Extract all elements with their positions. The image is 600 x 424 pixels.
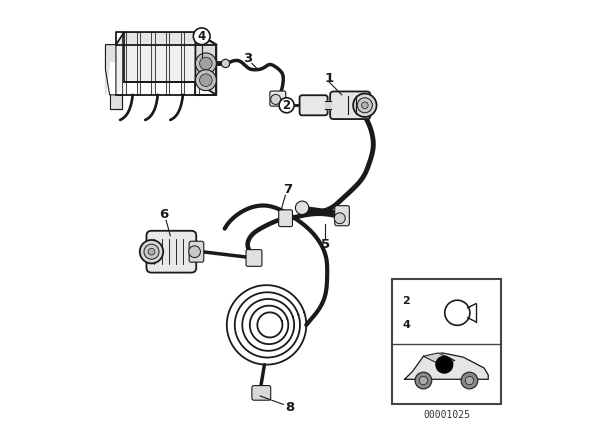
FancyBboxPatch shape [299, 95, 328, 115]
Polygon shape [166, 32, 169, 95]
Circle shape [361, 102, 368, 109]
Polygon shape [151, 32, 155, 95]
Circle shape [196, 70, 217, 91]
Circle shape [419, 377, 428, 385]
Circle shape [436, 356, 452, 373]
Polygon shape [196, 32, 199, 95]
Circle shape [279, 98, 294, 113]
Text: 8: 8 [285, 401, 294, 414]
Text: 3: 3 [243, 52, 253, 65]
FancyBboxPatch shape [270, 91, 286, 106]
Circle shape [144, 244, 159, 259]
Polygon shape [137, 32, 140, 95]
Circle shape [200, 57, 212, 70]
FancyBboxPatch shape [330, 92, 370, 119]
Polygon shape [122, 32, 125, 95]
Polygon shape [110, 95, 122, 109]
Circle shape [189, 246, 200, 257]
Bar [392, 279, 501, 404]
Polygon shape [116, 32, 217, 45]
Circle shape [221, 59, 230, 67]
Circle shape [415, 372, 432, 389]
Text: 2: 2 [403, 296, 410, 307]
Text: 4: 4 [197, 30, 206, 43]
FancyBboxPatch shape [252, 385, 271, 400]
Polygon shape [106, 45, 116, 95]
Text: 2: 2 [283, 99, 290, 112]
Circle shape [140, 240, 163, 263]
Circle shape [200, 74, 212, 86]
Polygon shape [424, 353, 455, 365]
Polygon shape [325, 101, 331, 109]
Circle shape [295, 201, 309, 215]
Circle shape [465, 377, 473, 385]
Polygon shape [196, 32, 217, 95]
FancyBboxPatch shape [335, 206, 349, 226]
FancyBboxPatch shape [189, 241, 204, 262]
Polygon shape [181, 32, 184, 95]
Circle shape [193, 28, 210, 45]
FancyBboxPatch shape [146, 231, 196, 273]
Circle shape [334, 213, 345, 224]
Circle shape [148, 248, 155, 255]
FancyBboxPatch shape [278, 210, 292, 226]
Circle shape [358, 98, 373, 113]
Text: 1: 1 [325, 72, 334, 84]
Text: 7: 7 [283, 183, 292, 196]
Text: 00001025: 00001025 [423, 410, 470, 420]
Polygon shape [404, 353, 488, 379]
Circle shape [196, 53, 217, 74]
Circle shape [271, 95, 281, 104]
Polygon shape [116, 32, 217, 95]
Text: 6: 6 [160, 208, 169, 221]
Text: 5: 5 [320, 238, 329, 251]
Circle shape [461, 372, 478, 389]
Text: 4: 4 [403, 320, 410, 330]
FancyBboxPatch shape [246, 250, 262, 266]
Circle shape [353, 94, 377, 117]
